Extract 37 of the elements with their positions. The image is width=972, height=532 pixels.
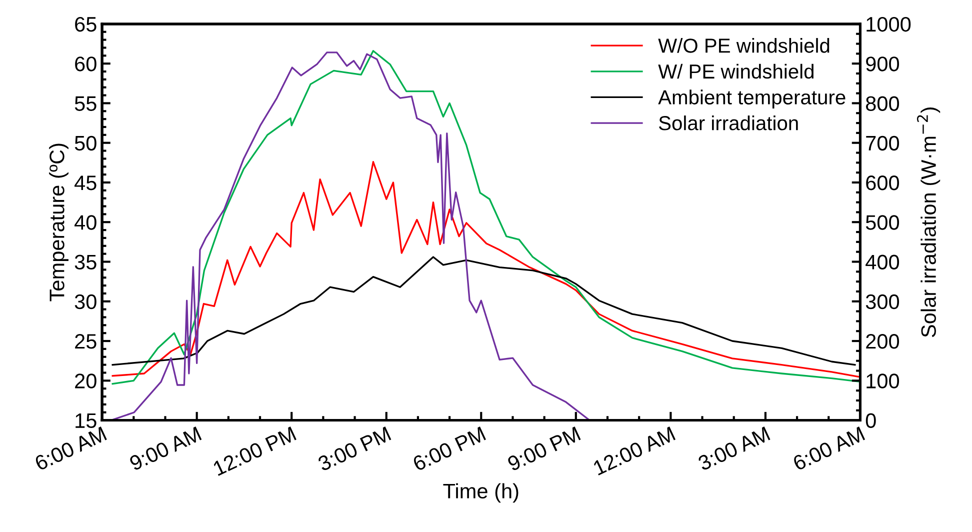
- x-tick-label: 12:00 PM: [212, 426, 297, 476]
- y-tick-label: 60: [75, 56, 96, 72]
- x-tick-label: 12:00 AM: [592, 426, 676, 476]
- y-tick-label: 65: [75, 16, 96, 32]
- y-tick-label: 35: [74, 254, 96, 270]
- y-tick-label: 50: [74, 136, 96, 151]
- x-tick-label: 9:00 AM: [128, 426, 202, 471]
- y2-tick-label: 600: [866, 175, 900, 190]
- x-tick-label: 6:00 PM: [412, 426, 486, 472]
- legend-label: W/O PE windshield: [658, 38, 830, 53]
- y2-tick-label: 100: [866, 374, 900, 388]
- y2-tick-label: 700: [866, 136, 900, 151]
- y-tick-label: 55: [74, 96, 96, 111]
- y2-tick-label: 900: [866, 56, 900, 72]
- x-tick-label: 6:00 AM: [792, 426, 866, 471]
- y2-tick-label: 800: [866, 96, 900, 111]
- legend-label: Solar irradiation: [659, 116, 798, 130]
- x-axis-title: Time (h): [443, 483, 518, 503]
- y2-tick-label: 200: [866, 334, 900, 349]
- y-tick-label: 30: [74, 294, 96, 310]
- y-tick-label: 20: [75, 374, 96, 388]
- y-tick-label: 15: [76, 413, 96, 428]
- x-tick-label: 3:00 PM: [317, 426, 392, 472]
- y2-tick-label: 500: [866, 215, 900, 230]
- y2-axis-title: Solar irradiation (W·m$^{−2}$): [916, 108, 940, 338]
- y2-tick-label: 300: [866, 294, 900, 310]
- y2-tick-label: 0: [866, 413, 876, 428]
- y-tick-label: 45: [74, 176, 96, 190]
- y-tick-label: 40: [74, 215, 96, 230]
- y2-tick-label: 1000: [866, 16, 911, 32]
- y-tick-label: 25: [75, 334, 96, 349]
- x-tick-label: 9:00 PM: [506, 426, 581, 472]
- legend-label: W/ PE windshield: [658, 64, 814, 79]
- x-tick-label: 3:00 AM: [697, 426, 770, 471]
- y2-tick-label: 400: [866, 254, 900, 270]
- y-axis-title: Temperature (ºC): [49, 144, 68, 302]
- legend-label: Ambient temperature: [658, 90, 846, 108]
